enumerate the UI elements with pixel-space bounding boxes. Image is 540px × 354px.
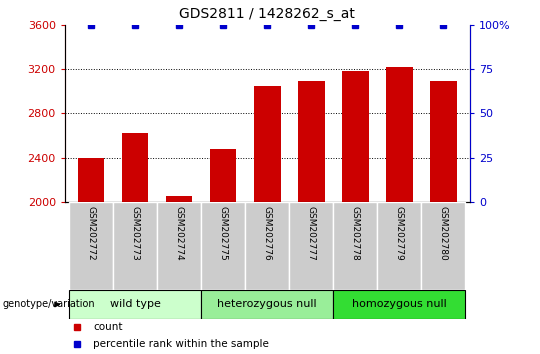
Bar [78, 158, 104, 202]
Text: GSM202777: GSM202777 [307, 206, 316, 261]
Bar [298, 81, 325, 202]
Text: genotype/variation: genotype/variation [3, 299, 96, 309]
Text: GSM202773: GSM202773 [131, 206, 140, 261]
Text: percentile rank within the sample: percentile rank within the sample [93, 339, 269, 349]
Bar [254, 86, 280, 202]
Text: homozygous null: homozygous null [352, 299, 447, 309]
Text: GSM202776: GSM202776 [263, 206, 272, 261]
Bar [157, 202, 201, 290]
Title: GDS2811 / 1428262_s_at: GDS2811 / 1428262_s_at [179, 7, 355, 21]
Bar [201, 202, 245, 290]
Text: GSM202774: GSM202774 [175, 206, 184, 261]
Bar [69, 290, 201, 319]
Text: GSM202775: GSM202775 [219, 206, 228, 261]
Text: count: count [93, 321, 123, 332]
Bar [333, 202, 377, 290]
Bar [201, 290, 333, 319]
Bar [69, 202, 113, 290]
Bar [421, 202, 465, 290]
Text: GSM202779: GSM202779 [395, 206, 404, 261]
Text: GSM202780: GSM202780 [439, 206, 448, 261]
Bar [245, 202, 289, 290]
Bar [210, 149, 237, 202]
Text: heterozygous null: heterozygous null [218, 299, 317, 309]
Text: GSM202778: GSM202778 [351, 206, 360, 261]
Bar [342, 71, 369, 202]
Bar [122, 133, 148, 202]
Text: wild type: wild type [110, 299, 161, 309]
Bar [430, 81, 457, 202]
Bar [377, 202, 421, 290]
Bar [386, 67, 413, 202]
Bar [113, 202, 157, 290]
Bar [166, 196, 192, 202]
Text: GSM202772: GSM202772 [87, 206, 96, 261]
Bar [289, 202, 333, 290]
Bar [333, 290, 465, 319]
